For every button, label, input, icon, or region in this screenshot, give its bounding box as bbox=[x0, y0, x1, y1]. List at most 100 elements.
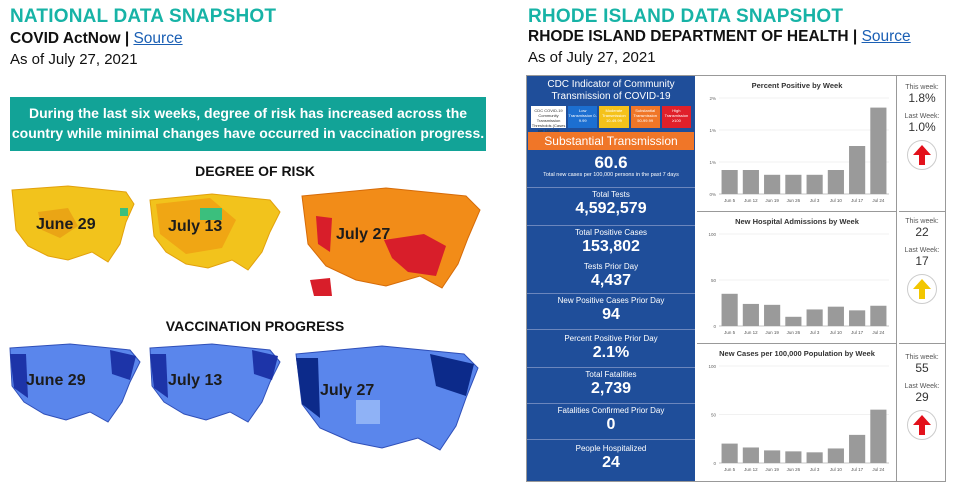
x-tick-label: Jul 3 bbox=[810, 330, 820, 335]
cdc-legend-item: Low Transmission 0-9.99 bbox=[568, 106, 598, 128]
bar bbox=[870, 409, 887, 463]
cdc-legend: CDC COVID-19 Community Transmission Thre… bbox=[531, 106, 692, 138]
vax-map-2: July 13 bbox=[146, 340, 286, 430]
stat-label: Percent Positive Prior Day bbox=[564, 334, 658, 343]
stat-label: Total Tests bbox=[592, 190, 630, 199]
stat-value: 0 bbox=[606, 416, 616, 433]
x-tick-label: Jul 17 bbox=[851, 330, 864, 335]
cdc-indicator-title: CDC Indicator of Community Transmission … bbox=[547, 79, 675, 102]
national-snapshot: NATIONAL DATA SNAPSHOT COVID ActNow | So… bbox=[8, 6, 486, 464]
bar bbox=[764, 174, 781, 194]
vax-map-1-label: June 29 bbox=[26, 372, 86, 389]
stat-value: 2,739 bbox=[590, 380, 632, 397]
y-tick-label: 50 bbox=[711, 413, 717, 418]
chart-new-cases-svg: New Cases per 100,000 Population by Week… bbox=[708, 349, 889, 472]
stat-label: New Positive Cases Prior Day bbox=[557, 296, 665, 305]
chart-hospital-admissions: New Hospital Admissions by Week 0 50 100 Jun… bbox=[697, 212, 897, 344]
chart-new-cases: New Cases per 100,000 Population by Week… bbox=[697, 344, 897, 481]
bar bbox=[870, 107, 887, 194]
stat-label: Total Positive Cases bbox=[574, 228, 648, 237]
this-week-label: This week: bbox=[905, 218, 939, 225]
x-tick-label: Jul 10 bbox=[830, 198, 843, 203]
this-week-label: This week: bbox=[905, 354, 939, 361]
stat-label: Tests Prior Day bbox=[583, 262, 639, 271]
ri-source-link[interactable]: Source bbox=[861, 28, 911, 45]
chart-percent-positive: Percent Positive by Week 0% 1% 1% 2% Jun 5 Jun… bbox=[697, 76, 897, 212]
national-source-link[interactable]: Source bbox=[133, 30, 183, 47]
chart-title: New Hospital Admissions by Week bbox=[735, 217, 860, 226]
side-new-cases: This week: 55 Last Week: 29 bbox=[899, 344, 945, 481]
this-week-value: 1.8% bbox=[908, 91, 936, 105]
y-tick-label: 0% bbox=[709, 192, 716, 197]
stat-percent-positive-prior-day: Percent Positive Prior Day 2.1% bbox=[527, 334, 695, 368]
bar bbox=[721, 443, 738, 463]
up-arrow-icon bbox=[907, 410, 937, 440]
national-banner: During the last six weeks, degree of ris… bbox=[10, 97, 486, 151]
stat-value: 153,802 bbox=[582, 238, 640, 255]
x-tick-label: Jul 3 bbox=[810, 198, 820, 203]
last-week-label: Last Week: bbox=[904, 113, 940, 120]
bar bbox=[721, 170, 738, 194]
stat-label: People Hospitalized bbox=[575, 444, 647, 453]
risk-map-3-label: July 27 bbox=[336, 226, 391, 243]
stat-value: 2.1% bbox=[592, 344, 630, 361]
bar bbox=[806, 174, 823, 194]
bar bbox=[806, 309, 823, 326]
y-tick-label: 0 bbox=[713, 324, 716, 329]
this-week-value: 55 bbox=[915, 361, 929, 375]
stat-value: 94 bbox=[602, 306, 620, 323]
x-tick-label: Jul 24 bbox=[872, 198, 885, 203]
y-tick-label: 1% bbox=[709, 160, 716, 165]
bar bbox=[742, 303, 759, 326]
up-arrow-icon bbox=[907, 274, 937, 304]
x-tick-label: Jul 10 bbox=[830, 467, 843, 472]
bar bbox=[742, 170, 759, 194]
x-tick-label: Jun 5 bbox=[724, 198, 736, 203]
stat-value: 4,437 bbox=[590, 272, 632, 289]
bar bbox=[870, 305, 887, 326]
stat-label: Total Fatalities bbox=[585, 370, 637, 379]
y-tick-label: 100 bbox=[708, 232, 716, 237]
x-tick-label: Jun 5 bbox=[724, 330, 736, 335]
ri-source-line: RHODE ISLAND DEPARTMENT OF HEALTH | Sour… bbox=[528, 28, 911, 46]
x-tick-label: Jun 19 bbox=[765, 198, 779, 203]
cdc-legend-item: CDC COVID-19 Community Transmission Thre… bbox=[531, 106, 567, 138]
y-tick-label: 1% bbox=[709, 128, 716, 133]
bar bbox=[827, 306, 844, 326]
last-week-label: Last Week: bbox=[904, 383, 940, 390]
bar bbox=[721, 293, 738, 326]
ri-source-prefix: RHODE ISLAND DEPARTMENT OF HEALTH | bbox=[528, 28, 862, 45]
this-week-label: This week: bbox=[905, 84, 939, 91]
last-week-value: 1.0% bbox=[908, 120, 936, 134]
x-tick-label: Jul 17 bbox=[851, 198, 864, 203]
x-tick-label: Jul 10 bbox=[830, 330, 843, 335]
bar bbox=[764, 450, 781, 463]
risk-map-3: July 27 bbox=[296, 182, 486, 300]
y-tick-label: 100 bbox=[708, 364, 716, 369]
bar bbox=[849, 146, 866, 194]
cdc-legend-item: Substantial Transmission 50-99.99 bbox=[630, 106, 660, 128]
last-week-label: Last Week: bbox=[904, 247, 940, 254]
national-source-line: COVID ActNow | Source bbox=[10, 30, 183, 48]
x-tick-label: Jun 12 bbox=[744, 330, 758, 335]
bar bbox=[785, 174, 802, 194]
vax-map-2-label: July 13 bbox=[168, 372, 223, 389]
bar bbox=[742, 447, 759, 463]
chart-hospital-admissions-svg: New Hospital Admissions by Week 0 50 100 Jun… bbox=[708, 217, 889, 335]
risk-map-2: July 13 bbox=[146, 190, 286, 280]
ri-date: As of July 27, 2021 bbox=[528, 49, 656, 66]
national-title: NATIONAL DATA SNAPSHOT bbox=[10, 6, 277, 27]
x-tick-label: Jul 3 bbox=[810, 467, 820, 472]
risk-map-1: June 29 bbox=[8, 182, 140, 272]
national-date: As of July 27, 2021 bbox=[10, 51, 138, 68]
ri-title: RHODE ISLAND DATA SNAPSHOT bbox=[528, 6, 844, 27]
risk-heading: DEGREE OF RISK bbox=[195, 163, 315, 179]
vax-map-3: July 27 bbox=[290, 340, 486, 464]
x-tick-label: Jun 5 bbox=[724, 467, 736, 472]
stat-total-fatalities: Total Fatalities 2,739 bbox=[527, 370, 695, 404]
last-week-value: 29 bbox=[915, 390, 929, 404]
x-tick-label: Jul 24 bbox=[872, 330, 885, 335]
transmission-level: Substantial Transmission bbox=[528, 132, 694, 150]
y-tick-label: 0 bbox=[713, 461, 716, 466]
ri-dashboard: CDC Indicator of Community Transmission … bbox=[526, 75, 946, 482]
